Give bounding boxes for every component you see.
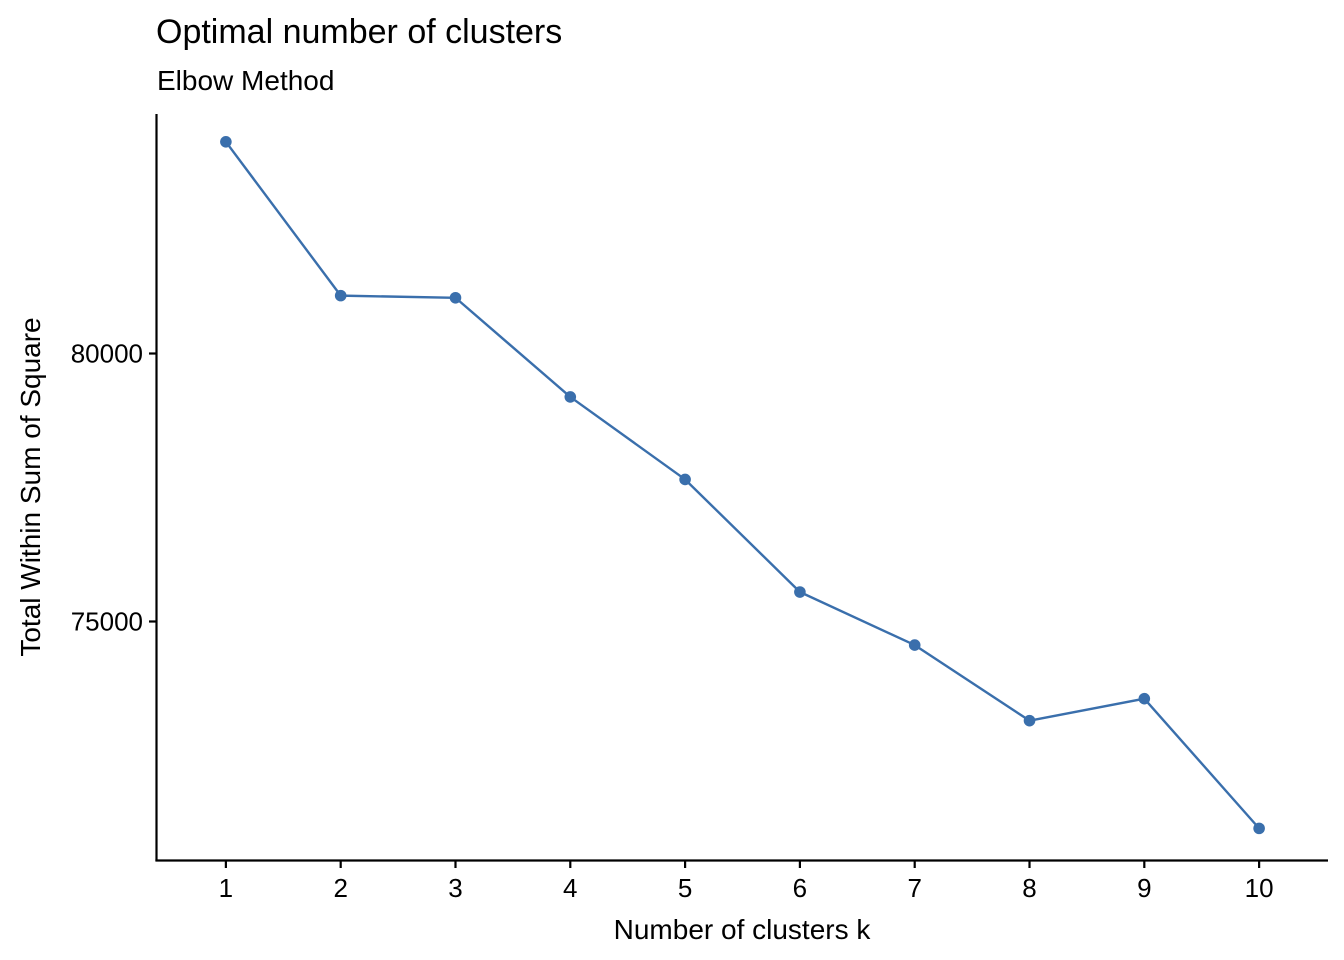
x-tick-label: 7 (907, 873, 921, 903)
x-tick-label: 5 (678, 873, 692, 903)
x-tick-label: 9 (1137, 873, 1151, 903)
series-line (224, 141, 1261, 830)
y-axis-label: Total Within Sum of Square (15, 317, 46, 656)
data-point (679, 473, 691, 486)
data-point (449, 291, 462, 304)
series-points-group (220, 135, 1265, 835)
y-axis-ticks: 75000 80000 (71, 339, 156, 636)
x-tick-label: 3 (448, 873, 462, 903)
x-tick-label: 1 (219, 873, 233, 903)
data-point (1253, 822, 1265, 835)
x-tick-label: 6 (793, 873, 807, 903)
data-point (220, 135, 232, 148)
series-line-group (224, 141, 1261, 830)
y-tick-label: 75000 (71, 606, 143, 636)
data-point (564, 391, 577, 403)
x-tick-label: 4 (563, 873, 577, 903)
x-tick-label: 2 (333, 873, 347, 903)
x-axis-label: Number of clusters k (614, 914, 872, 945)
data-point (908, 639, 921, 651)
data-point (794, 586, 806, 598)
x-axis-ticks: 1 2 3 4 5 6 7 8 9 10 (219, 861, 1274, 903)
chart-title: Optimal number of clusters (156, 13, 563, 51)
data-point (1138, 692, 1151, 705)
chart-subtitle: Elbow Method (157, 65, 335, 96)
data-point (334, 289, 347, 302)
data-point (1023, 714, 1036, 727)
y-tick-label: 80000 (71, 339, 143, 369)
x-tick-label: 8 (1022, 873, 1036, 903)
x-tick-label: 10 (1245, 873, 1274, 903)
